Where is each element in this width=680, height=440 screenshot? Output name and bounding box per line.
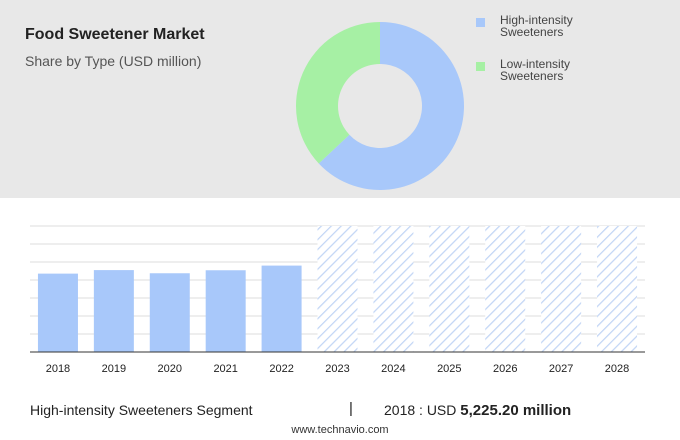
legend-label-high: High-intensity Sweeteners (500, 13, 573, 39)
bar-2021 (205, 270, 246, 352)
x-tick-label: 2026 (493, 363, 517, 375)
source-link[interactable]: www.technavio.com (291, 424, 389, 436)
donut-slice-high (318, 22, 464, 190)
x-tick-label: 2021 (213, 363, 237, 375)
forecast-bar-2026 (485, 226, 526, 352)
bar-2018 (37, 273, 78, 352)
footer-year: 2018 (384, 402, 416, 418)
x-tick-label: 2018 (46, 363, 70, 375)
x-tick-label: 2022 (269, 363, 293, 375)
legend-item-low: Low-intensity Sweeteners (476, 58, 676, 102)
x-tick-label: 2020 (158, 363, 182, 375)
footer-value-line: 2018 : USD 5,225.20 million (384, 402, 571, 419)
forecast-bar-2028 (597, 226, 638, 352)
donut-chart (295, 22, 464, 190)
legend-swatch-low (476, 62, 485, 71)
bar-chart: 2018 2019 2020 2021 2022 2023 2024 2025 2026 2027… (30, 225, 645, 375)
legend-item-high: High-intensity Sweeteners (476, 14, 676, 58)
bar-2019 (93, 270, 134, 352)
forecast-bar-2027 (541, 226, 582, 352)
x-tick-label: 2019 (102, 363, 126, 375)
forecast-bar-2024 (373, 226, 414, 352)
footer-value: 5,225.20 million (460, 402, 572, 419)
donut-slice-low (295, 22, 380, 164)
bar-2022 (261, 265, 302, 352)
forecast-bar-2023 (317, 226, 358, 352)
chart-subtitle: Share by Type (USD million) (25, 53, 202, 69)
x-tick-label: 2025 (437, 363, 461, 375)
bar-2020 (149, 273, 190, 352)
footer-separator: | (349, 400, 353, 417)
x-tick-label: 2028 (605, 363, 629, 375)
footer-unit: : USD (415, 402, 461, 418)
x-tick-label: 2027 (549, 363, 573, 375)
x-tick-label: 2024 (381, 363, 405, 375)
forecast-bar-2025 (429, 226, 470, 352)
legend: High-intensity Sweeteners Low-intensity … (476, 14, 676, 102)
chart-title: Food Sweetener Market (25, 26, 205, 43)
footer-segment: High-intensity Sweeteners Segment (30, 402, 253, 418)
legend-label-low: Low-intensity Sweeteners (500, 57, 571, 83)
legend-swatch-high (476, 18, 485, 27)
x-tick-label: 2023 (325, 363, 349, 375)
